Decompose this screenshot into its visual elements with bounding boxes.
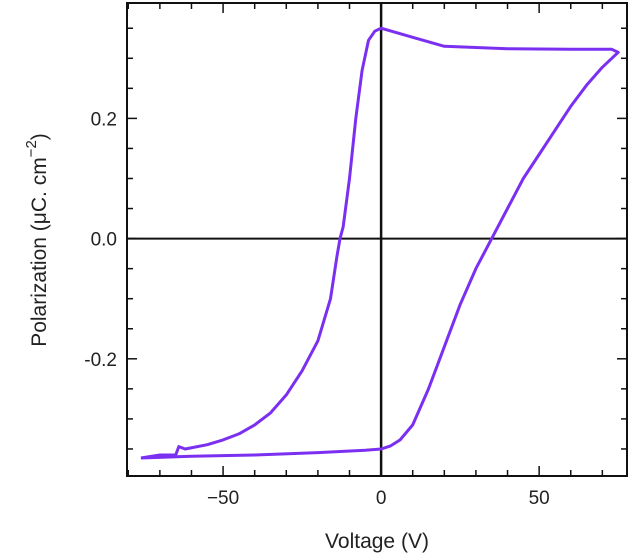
- y-axis-label: Polarization (μC. cm−2): [23, 133, 51, 347]
- x-tick-label: 0: [376, 488, 387, 509]
- y-tick-label: -0.2: [84, 350, 117, 371]
- y-tick-label: 0.0: [91, 230, 117, 251]
- x-tick-label: −50: [207, 488, 239, 509]
- x-axis-label: Voltage (V): [325, 530, 429, 553]
- series-line-pv-loop: [140, 26, 620, 460]
- plot-frame: [126, 2, 628, 477]
- y-tick-label: 0.2: [91, 109, 117, 130]
- x-tick-label: 50: [529, 488, 550, 509]
